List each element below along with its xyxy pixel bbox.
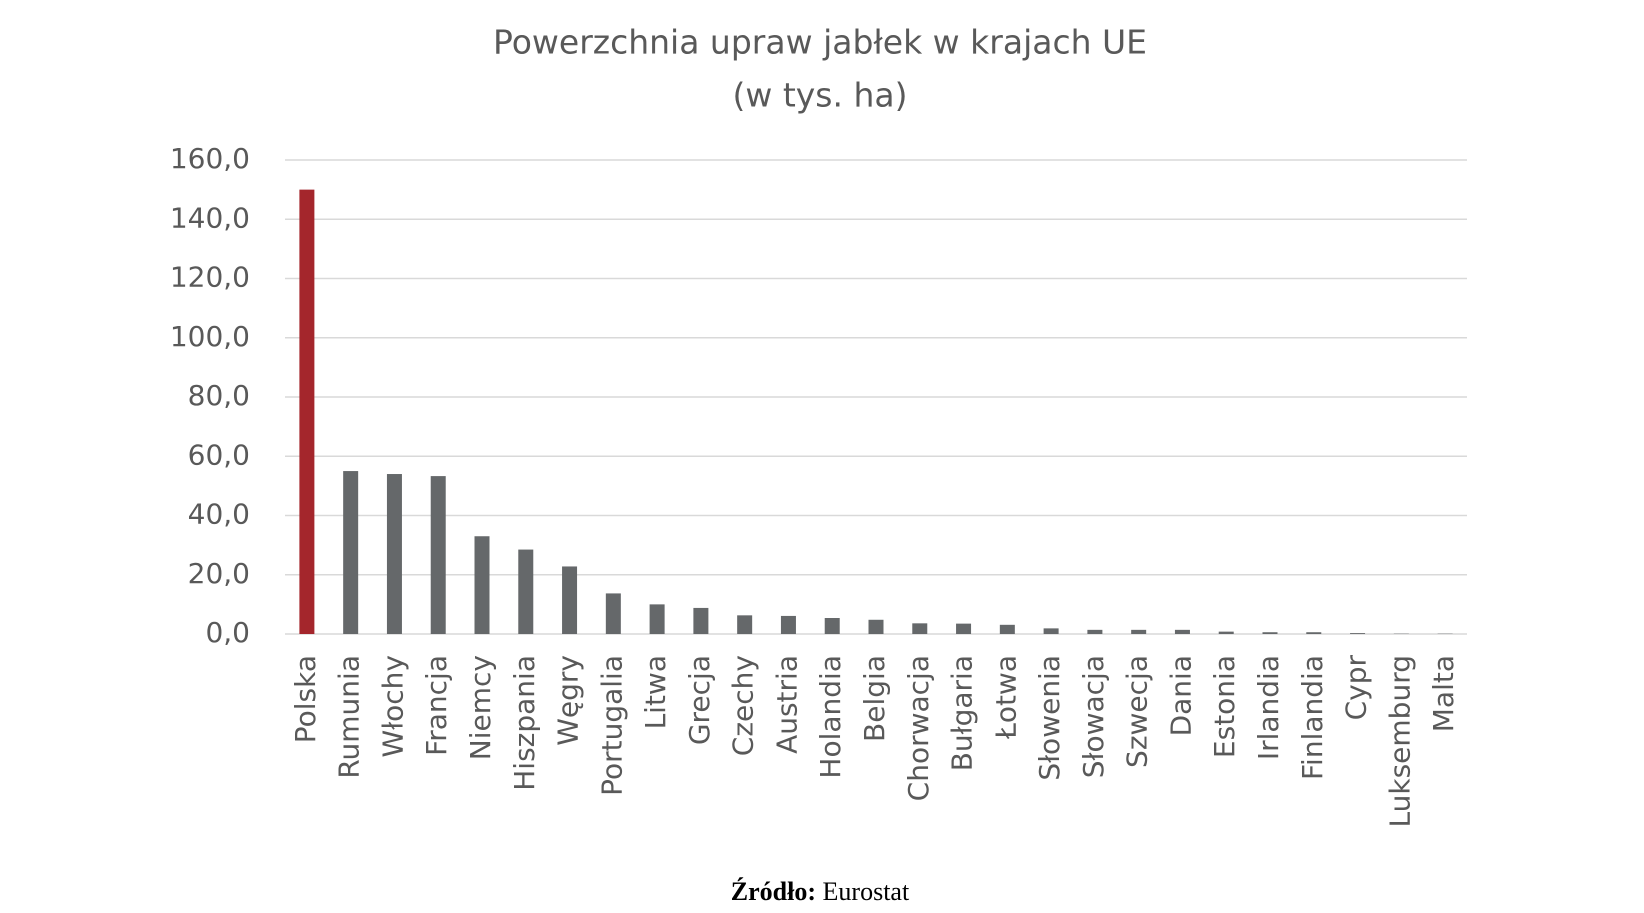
bar <box>1044 628 1059 634</box>
source-note: Źródło: Eurostat <box>731 877 910 906</box>
y-tick-label: 100,0 <box>170 320 250 353</box>
x-tick-label: Niemcy <box>464 655 497 760</box>
bar <box>1131 630 1146 634</box>
x-tick-label: Finlandia <box>1296 655 1329 780</box>
chart-subtitle: (w tys. ha) <box>732 76 907 115</box>
bar <box>956 624 971 634</box>
y-tick-label: 160,0 <box>170 142 250 175</box>
bar <box>1219 632 1234 634</box>
x-tick-label: Szwecja <box>1121 655 1154 768</box>
x-tick-label: Cypr <box>1340 655 1373 721</box>
bar <box>912 623 927 634</box>
source-label: Źródło: <box>731 877 816 906</box>
bar <box>387 474 402 634</box>
bar <box>1263 632 1278 634</box>
bar <box>1000 625 1015 634</box>
bar <box>431 476 446 634</box>
x-tick-label: Austria <box>770 655 803 754</box>
x-tick-label: Hiszpania <box>508 655 541 791</box>
x-tick-label: Grecja <box>683 655 716 745</box>
y-tick-label: 80,0 <box>188 379 250 412</box>
bar <box>869 620 884 634</box>
source-text: Eurostat <box>823 877 910 906</box>
x-tick-label: Portugalia <box>595 655 628 796</box>
chart-title: Powerzchnia upraw jabłek w krajach UE <box>493 23 1147 62</box>
x-tick-label: Bułgaria <box>946 655 979 771</box>
bar <box>606 593 621 634</box>
y-tick-label: 20,0 <box>188 557 250 590</box>
y-tick-label: 140,0 <box>170 201 250 234</box>
y-tick-label: 60,0 <box>188 438 250 471</box>
bar <box>1306 632 1321 634</box>
y-tick-label: 120,0 <box>170 261 250 294</box>
y-tick-label: 0,0 <box>205 616 250 649</box>
bar <box>299 190 314 634</box>
bar <box>825 618 840 634</box>
x-tick-label: Luksemburg <box>1383 655 1416 827</box>
x-tick-label: Holandia <box>814 655 847 779</box>
bar <box>781 616 796 634</box>
bar <box>475 536 490 634</box>
x-tick-label: Chorwacja <box>902 655 935 801</box>
x-tick-label: Polska <box>289 655 322 743</box>
bar <box>737 615 752 634</box>
x-tick-label: Belgia <box>858 655 891 742</box>
bar <box>343 471 358 634</box>
y-tick-label: 40,0 <box>188 498 250 531</box>
x-tick-label: Estonia <box>1208 655 1241 758</box>
x-tick-label: Węgry <box>552 655 585 746</box>
x-tick-label: Słowenia <box>1033 655 1066 781</box>
bar <box>1087 630 1102 634</box>
x-tick-label: Francja <box>420 655 453 756</box>
bar <box>650 604 665 634</box>
x-tick-label: Malta <box>1427 655 1460 732</box>
bar <box>562 566 577 634</box>
x-tick-label: Łotwa <box>989 655 1022 740</box>
bar <box>1175 630 1190 634</box>
bar <box>1350 633 1365 634</box>
x-tick-label: Litwa <box>639 655 672 729</box>
x-tick-label: Słowacja <box>1077 655 1110 778</box>
x-tick-label: Irlandia <box>1252 655 1285 760</box>
bar <box>693 608 708 634</box>
bar <box>518 550 533 634</box>
x-tick-label: Czechy <box>727 655 760 756</box>
x-tick-label: Włochy <box>376 655 409 757</box>
x-tick-label: Rumunia <box>333 655 366 779</box>
x-tick-label: Dania <box>1164 655 1197 736</box>
